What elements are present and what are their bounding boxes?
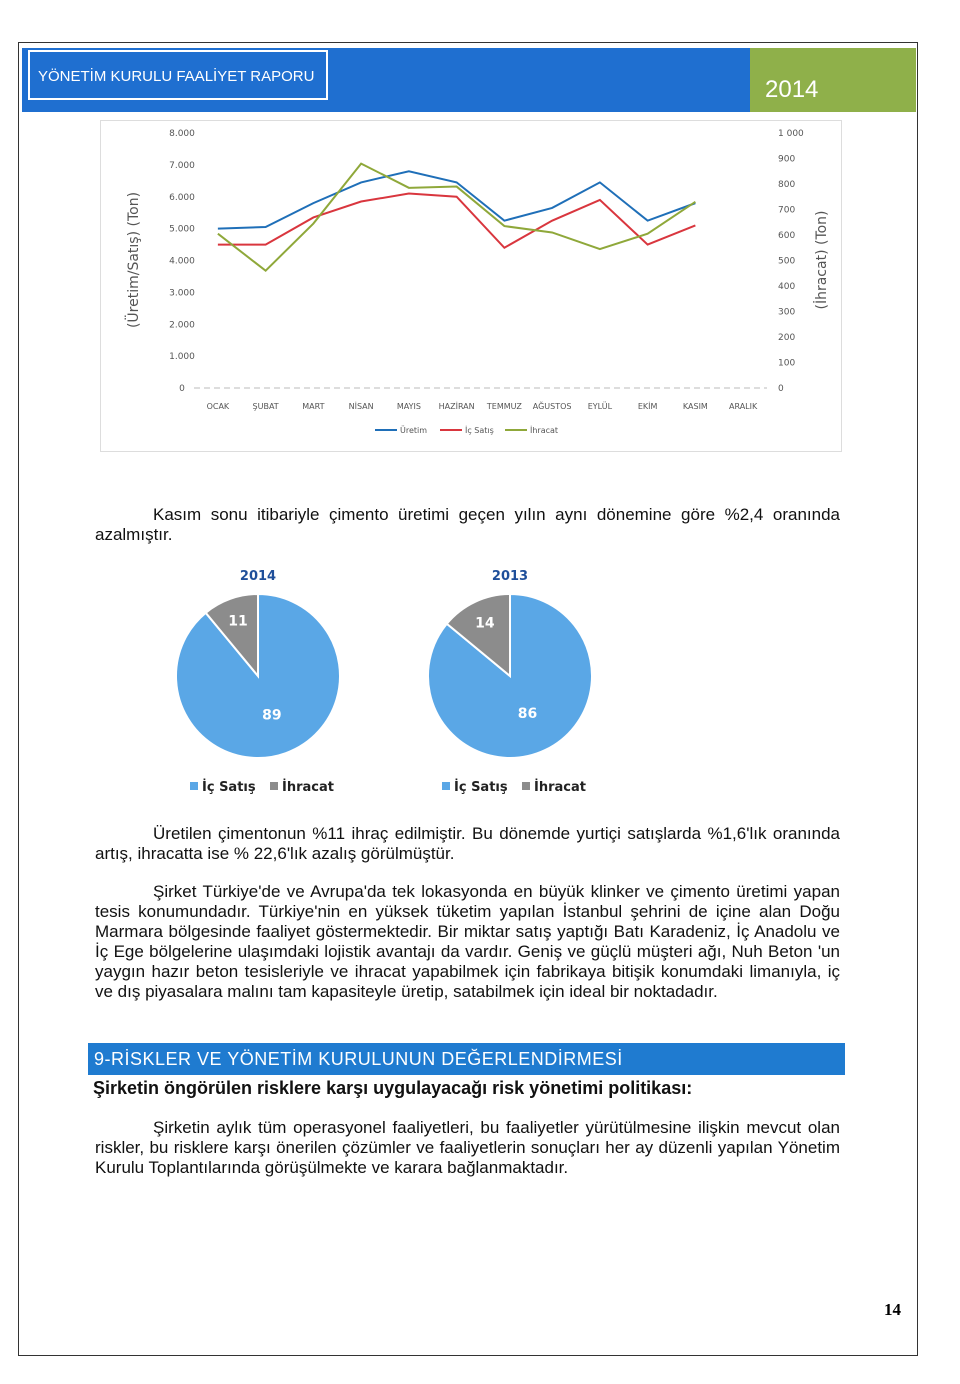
x-tick-label: TEMMUZ — [486, 402, 522, 411]
series-line — [217, 170, 696, 230]
y-tick-label: 7.000 — [169, 161, 195, 171]
pie-value-label: 11 — [228, 613, 247, 629]
section-subtitle: Şirketin öngörülen risklere karşı uygula… — [93, 1078, 693, 1098]
y2-tick-label: 0 — [778, 384, 784, 394]
header-year: 2014 — [765, 76, 819, 103]
legend-swatch — [270, 782, 278, 790]
y2-tick-label: 200 — [778, 333, 795, 343]
pie-slice — [204, 592, 259, 679]
legend-label: İç Satış — [465, 425, 494, 435]
header-bar — [22, 48, 750, 112]
x-tick-label: NİSAN — [349, 401, 374, 411]
y2-tick-label: 100 — [778, 359, 795, 369]
x-tick-label: ŞUBAT — [253, 402, 279, 411]
legend-swatch — [190, 782, 198, 790]
pie-title: 2013 — [492, 569, 528, 584]
pie-slice — [445, 592, 511, 679]
y2-tick-label: 500 — [778, 257, 795, 267]
x-tick-label: EKİM — [638, 401, 658, 411]
legend-label: İhracat — [534, 779, 586, 795]
y-tick-label: 1.000 — [169, 352, 195, 362]
page-number: 14 — [884, 1300, 901, 1319]
y2-tick-label: 900 — [778, 155, 795, 165]
x-tick-label: KASIM — [683, 402, 708, 411]
legend-label: İç Satış — [202, 779, 256, 795]
x-tick-label: AĞUSTOS — [533, 400, 572, 411]
paragraph: Kasım sonu itibariyle çimento üretimi ge… — [95, 505, 840, 544]
y2-tick-label: 1 000 — [778, 129, 804, 139]
x-tick-label: OCAK — [207, 402, 230, 411]
y-tick-label: 2.000 — [169, 320, 195, 330]
y-tick-label: 5.000 — [169, 225, 195, 235]
y2-tick-label: 300 — [778, 308, 795, 318]
legend-label: Üretim — [400, 425, 427, 435]
pie-value-label: 14 — [475, 616, 495, 632]
y-axis-label: (Üretim/Satış) (Ton) — [124, 192, 142, 328]
y-tick-label: 8.000 — [169, 129, 195, 139]
y2-tick-label: 600 — [778, 231, 795, 241]
x-tick-label: EYLÜL — [588, 401, 613, 411]
section-bar: 9-RİSKLER VE YÖNETİM KURULUNUN DEĞERLEND… — [88, 1043, 845, 1075]
y2-tick-label: 400 — [778, 282, 795, 292]
paragraph: Şirketin aylık tüm operasyonel faaliyetl… — [95, 1118, 840, 1177]
y-tick-label: 6.000 — [169, 193, 195, 203]
legend-label: İhracat — [530, 425, 558, 435]
paragraph: Şirket Türkiye'de ve Avrupa'da tek lokas… — [95, 882, 840, 1001]
header-title: YÖNETİM KURULU FAALİYET RAPORU — [28, 50, 328, 100]
y2-tick-label: 700 — [778, 206, 795, 216]
pie-value-label: 86 — [518, 706, 537, 722]
legend-label: İç Satış — [454, 779, 508, 795]
header-year-box — [750, 48, 916, 112]
chart-frame — [100, 120, 842, 452]
legend-label: İhracat — [282, 779, 334, 795]
charts: 0 1.000 2.000 3.000 4.000 5.000 6.000 7.000 8.00… — [124, 129, 830, 795]
series-line — [217, 192, 696, 250]
y-tick-label: 4.000 — [169, 257, 195, 267]
x-tick-label: MART — [302, 402, 324, 411]
legend-swatch — [522, 782, 530, 790]
page-border — [18, 42, 918, 1356]
x-tick-label: HAZİRAN — [439, 401, 475, 411]
x-tick-label: ARALIK — [729, 402, 758, 411]
y-tick-label: 3.000 — [169, 288, 195, 298]
y2-axis-label: (İhracat) (Ton) — [812, 210, 830, 309]
pie-value-label: 89 — [262, 708, 281, 724]
paragraph: Üretilen çimentonun %11 ihraç edilmiştir… — [95, 824, 840, 863]
pie-title: 2014 — [240, 569, 276, 584]
series-line — [217, 162, 696, 273]
x-tick-label: MAYIS — [397, 402, 421, 411]
legend-swatch — [442, 782, 450, 790]
y-tick-label: 0 — [179, 384, 185, 394]
y2-tick-label: 800 — [778, 180, 795, 190]
